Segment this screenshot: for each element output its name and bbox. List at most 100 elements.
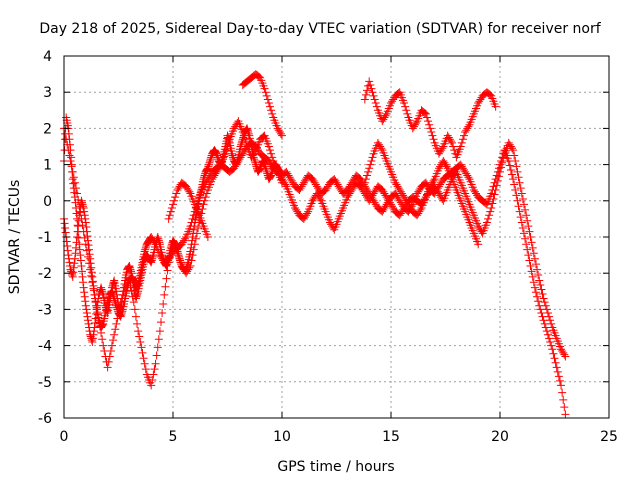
data-point-interp bbox=[480, 198, 489, 207]
data-point bbox=[496, 167, 504, 176]
data-point-interp bbox=[550, 354, 559, 363]
data-point bbox=[88, 337, 97, 346]
data-point-interp bbox=[515, 207, 524, 216]
data-point-interp bbox=[361, 175, 370, 184]
data-point-interp bbox=[133, 290, 142, 299]
data-point-interp bbox=[524, 251, 533, 260]
data-point bbox=[561, 410, 570, 419]
data-point-interp bbox=[98, 335, 107, 344]
data-point-interp bbox=[510, 151, 519, 160]
data-point-interp bbox=[533, 292, 542, 301]
data-point bbox=[70, 254, 79, 263]
data-point-interp bbox=[130, 305, 139, 314]
data-point-interp bbox=[79, 278, 88, 287]
chart-title: Day 218 of 2025, Sidereal Day-to-day VTE… bbox=[39, 21, 601, 37]
data-point-interp bbox=[380, 204, 389, 213]
data-point-interp bbox=[275, 128, 284, 137]
data-point-interp bbox=[69, 179, 78, 188]
data-point-interp bbox=[174, 251, 183, 260]
data-point-interp bbox=[518, 194, 527, 203]
data-point-interp bbox=[376, 184, 385, 193]
data-point-interp bbox=[533, 265, 542, 274]
data-point-interp bbox=[114, 309, 123, 318]
data-point-interp bbox=[191, 234, 200, 243]
data-point-interp bbox=[92, 303, 101, 312]
data-point bbox=[526, 261, 535, 270]
data-point-interp bbox=[549, 349, 558, 358]
data-point-interp bbox=[559, 348, 568, 357]
data-point-interp bbox=[201, 178, 210, 187]
data-point-interp bbox=[464, 173, 473, 182]
data-point-interp bbox=[88, 277, 97, 286]
data-point-interp bbox=[528, 243, 537, 252]
data-point bbox=[199, 200, 208, 209]
x-tick-label: 25 bbox=[600, 429, 618, 445]
data-point-interp bbox=[236, 153, 245, 162]
data-point-interp bbox=[429, 176, 438, 185]
data-point-interp bbox=[289, 201, 298, 210]
data-point bbox=[86, 254, 95, 263]
data-point bbox=[360, 178, 369, 187]
data-point-interp bbox=[167, 204, 176, 213]
data-point bbox=[169, 200, 177, 209]
data-point-interp bbox=[232, 160, 241, 169]
data-point-interp bbox=[332, 178, 341, 187]
data-point bbox=[81, 301, 90, 310]
data-point-interp bbox=[136, 337, 145, 346]
data-point-interp bbox=[514, 173, 523, 182]
data-point-interp bbox=[333, 217, 342, 226]
data-point-interp bbox=[473, 219, 482, 228]
data-point-interp bbox=[227, 147, 236, 156]
data-point-interp bbox=[89, 286, 98, 295]
data-point-interp bbox=[377, 144, 386, 153]
data-point-interp bbox=[202, 166, 211, 175]
data-point-interp bbox=[381, 154, 390, 163]
data-point bbox=[513, 167, 522, 176]
data-point-interp bbox=[61, 129, 70, 138]
data-point-interp bbox=[109, 336, 118, 345]
x-tick-label: 0 bbox=[60, 429, 69, 445]
data-point bbox=[360, 95, 369, 104]
data-point-interp bbox=[306, 173, 315, 182]
data-point-interp bbox=[367, 156, 376, 165]
data-point-interp bbox=[150, 238, 159, 247]
data-point-interp bbox=[446, 137, 455, 146]
data-point-interp bbox=[80, 211, 89, 220]
data-point-interp bbox=[194, 208, 203, 217]
data-point-interp bbox=[71, 243, 80, 252]
data-point-interp bbox=[87, 336, 96, 345]
x-tick-label: 5 bbox=[169, 429, 178, 445]
data-point-interp bbox=[403, 109, 412, 118]
data-point-interp bbox=[551, 331, 560, 340]
data-point-interp bbox=[267, 106, 276, 115]
data-point-interp bbox=[464, 215, 473, 224]
data-point-interp bbox=[65, 261, 74, 270]
data-point-interp bbox=[529, 278, 538, 287]
data-point-interp bbox=[82, 309, 91, 318]
data-point bbox=[99, 341, 108, 350]
data-point-interp bbox=[512, 162, 521, 171]
data-point-interp bbox=[301, 211, 310, 220]
data-point-interp bbox=[268, 109, 277, 118]
data-point-interp bbox=[424, 117, 433, 126]
data-point bbox=[83, 316, 92, 325]
y-tick-label: 4 bbox=[43, 49, 52, 65]
data-point bbox=[365, 77, 374, 86]
data-point-interp bbox=[488, 199, 497, 208]
data-point-interp bbox=[485, 211, 494, 220]
data-point-interp bbox=[276, 129, 285, 138]
data-point-interp bbox=[393, 182, 402, 191]
data-point-interp bbox=[303, 209, 312, 218]
data-point bbox=[509, 175, 518, 184]
data-point bbox=[81, 240, 90, 249]
data-point-interp bbox=[188, 251, 197, 260]
data-point-interp bbox=[519, 200, 528, 209]
data-point-interp bbox=[63, 242, 72, 251]
data-point-interp bbox=[457, 138, 466, 147]
data-point-interp bbox=[555, 376, 564, 385]
y-tick-label: 1 bbox=[43, 158, 52, 174]
data-point-interp bbox=[354, 173, 363, 182]
data-point-interp bbox=[232, 120, 241, 129]
data-point-interp bbox=[113, 314, 122, 323]
data-point-interp bbox=[472, 189, 481, 198]
